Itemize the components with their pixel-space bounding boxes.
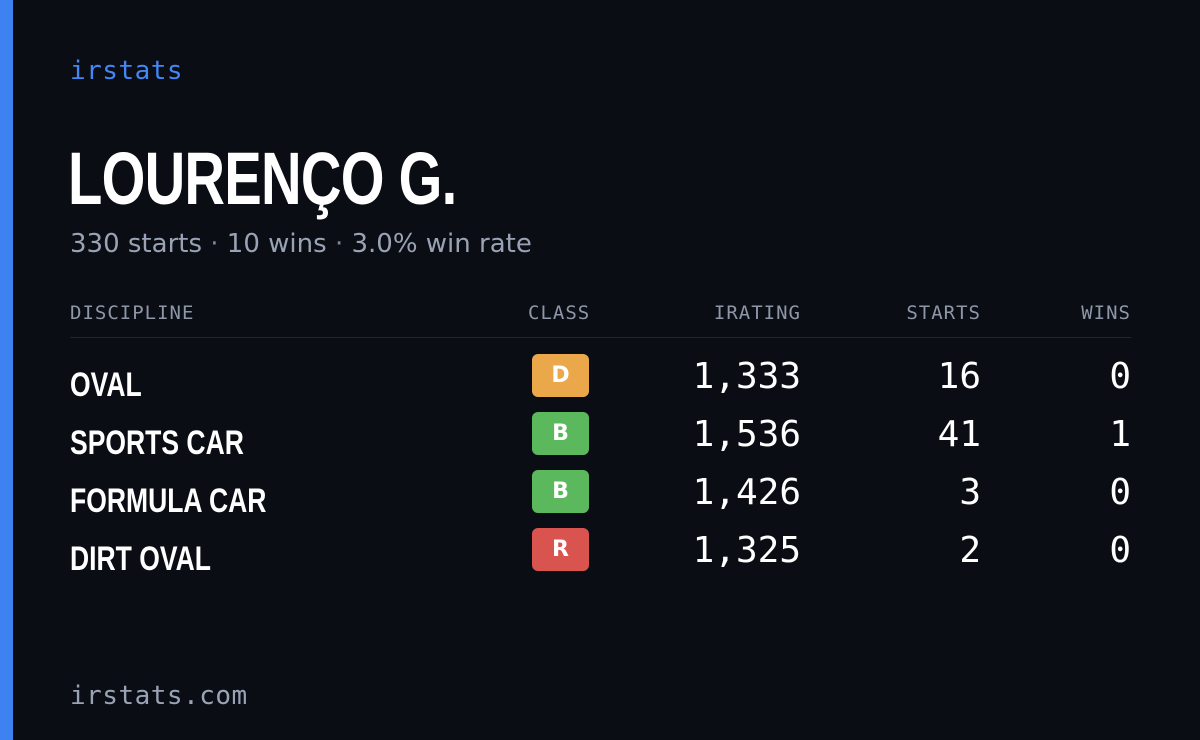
- separator: ·: [210, 229, 219, 259]
- class-badge: B: [532, 470, 589, 513]
- brand-logo: irstats: [70, 56, 184, 86]
- header-discipline: DISCIPLINE: [70, 302, 195, 324]
- discipline-name: SPORTS CAR: [70, 424, 244, 462]
- accent-bar: [0, 0, 13, 740]
- wins-value: 0: [1109, 356, 1131, 397]
- win-rate-summary: 3.0% win rate: [351, 229, 532, 259]
- separator: ·: [334, 229, 344, 259]
- irating-value: 1,333: [692, 356, 801, 397]
- table-row: OVAL D 1,333 16 0: [70, 354, 1131, 412]
- starts-value: 41: [937, 414, 981, 455]
- header-wins: WINS: [1081, 302, 1131, 324]
- wins-value: 0: [1109, 472, 1131, 513]
- table-row: SPORTS CAR B 1,536 41 1: [70, 412, 1131, 470]
- starts-value: 2: [959, 530, 981, 571]
- wins-value: 0: [1109, 530, 1131, 571]
- table-header: DISCIPLINE CLASS IRATING STARTS WINS: [70, 300, 1131, 338]
- wins-summary: 10 wins: [226, 229, 327, 259]
- wins-value: 1: [1109, 414, 1131, 455]
- discipline-name: FORMULA CAR: [70, 482, 267, 520]
- class-badge: B: [532, 412, 589, 455]
- class-badge: R: [532, 528, 589, 571]
- driver-name: LOURENÇO G.: [68, 137, 457, 220]
- driver-summary: 330 starts · 10 wins · 3.0% win rate: [70, 229, 532, 259]
- starts-value: 3: [959, 472, 981, 513]
- discipline-name: DIRT OVAL: [70, 540, 211, 578]
- table-body: OVAL D 1,333 16 0 SPORTS CAR B 1,536 41 …: [70, 354, 1131, 586]
- header-irating: IRATING: [713, 302, 801, 324]
- starts-value: 16: [937, 356, 981, 397]
- footer-url[interactable]: irstats.com: [70, 681, 248, 711]
- table-row: FORMULA CAR B 1,426 3 0: [70, 470, 1131, 528]
- class-badge: D: [532, 354, 589, 397]
- starts-summary: 330 starts: [70, 229, 202, 259]
- stats-table: DISCIPLINE CLASS IRATING STARTS WINS OVA…: [70, 300, 1131, 578]
- header-class: CLASS: [528, 302, 591, 324]
- irating-value: 1,325: [692, 530, 801, 571]
- discipline-name: OVAL: [70, 366, 142, 404]
- irating-value: 1,426: [692, 472, 801, 513]
- table-row: DIRT OVAL R 1,325 2 0: [70, 528, 1131, 586]
- header-starts: STARTS: [906, 302, 981, 324]
- irating-value: 1,536: [692, 414, 801, 455]
